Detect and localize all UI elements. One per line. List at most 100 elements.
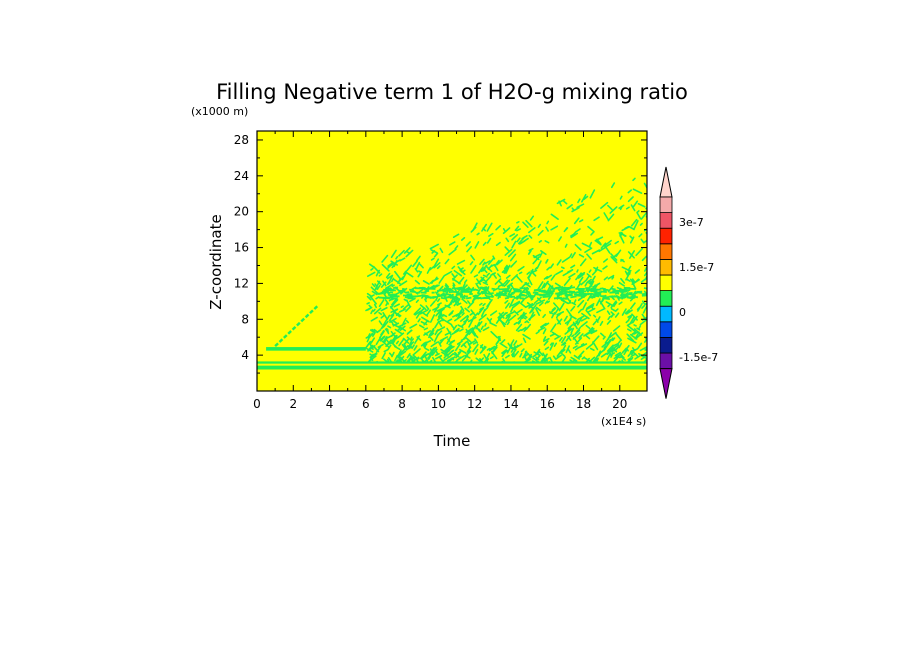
anomaly-streak — [570, 232, 579, 239]
anomaly-streak — [506, 310, 516, 317]
anomaly-streak — [556, 259, 562, 266]
anomaly-band-streak — [402, 287, 407, 291]
anomaly-streak — [537, 223, 542, 228]
anomaly-streak — [404, 270, 414, 278]
anomaly-streak — [508, 298, 515, 308]
y-tick-label: 24 — [234, 169, 249, 183]
anomaly-streak — [599, 320, 604, 326]
anomaly-streak — [585, 324, 591, 330]
anomaly-streak — [641, 304, 646, 309]
anomaly-streak — [511, 233, 519, 241]
anomaly-streak — [527, 250, 532, 255]
anomaly-streak — [525, 219, 533, 228]
anomaly-streak — [610, 313, 614, 318]
anomaly-band-streak — [646, 297, 647, 300]
anomaly-streak — [382, 312, 389, 321]
anomaly-streak — [546, 266, 551, 271]
anomaly-streak — [482, 281, 489, 286]
anomaly-streak — [467, 349, 471, 354]
anomaly-streak — [619, 195, 623, 200]
anomaly-band-streak — [482, 287, 488, 290]
anomaly-streak — [373, 303, 378, 309]
anomaly-streak — [536, 297, 543, 303]
anomaly-streak — [571, 206, 580, 213]
anomaly-streak — [581, 193, 587, 203]
anomaly-streak — [513, 344, 519, 350]
anomaly-streak — [596, 308, 605, 314]
anomaly-streak — [482, 302, 486, 307]
anomaly-streak — [370, 296, 377, 305]
anomaly-streak — [515, 323, 523, 332]
anomaly-streak — [537, 326, 546, 332]
anomaly-streak — [581, 312, 590, 320]
anomaly-streak — [588, 282, 593, 286]
anomaly-streak — [580, 321, 588, 328]
anomaly-streak — [595, 298, 601, 307]
anomaly-streak — [367, 271, 376, 278]
anomaly-streak — [477, 287, 482, 294]
anomaly-streak — [419, 324, 425, 329]
anomaly-streak — [400, 305, 404, 309]
anomaly-streak — [386, 281, 391, 285]
anomaly-streak — [454, 343, 461, 352]
anomaly-streak — [589, 189, 596, 199]
anomaly-streak — [409, 341, 415, 346]
anomaly-streak — [475, 357, 482, 363]
anomaly-band-streak — [404, 296, 411, 299]
anomaly-streak — [366, 338, 370, 343]
anomaly-streak — [470, 254, 476, 261]
colorbar-label: 0 — [679, 306, 686, 319]
anomaly-streak — [368, 304, 372, 308]
anomaly-band-streak — [544, 289, 548, 293]
anomaly-streak — [588, 241, 593, 248]
anomaly-streak — [480, 276, 488, 283]
anomaly-streak — [535, 306, 542, 312]
anomaly-streak — [472, 222, 478, 232]
anomaly-streak — [584, 281, 588, 287]
anomaly-band-streak — [443, 287, 452, 291]
anomaly-streak — [433, 333, 440, 343]
anomaly-streak — [607, 204, 613, 211]
anomaly-streak — [566, 204, 573, 210]
anomaly-streak — [427, 351, 434, 359]
anomaly-streak — [610, 300, 617, 309]
anomaly-streak — [565, 345, 570, 354]
anomaly-band-streak — [602, 288, 609, 291]
anomaly-streak — [482, 267, 486, 272]
anomaly-streak — [602, 336, 606, 340]
anomaly-streak — [502, 227, 511, 235]
x-tick-label: 20 — [612, 397, 627, 411]
anomaly-streak — [448, 339, 456, 346]
anomaly-streak — [577, 308, 583, 314]
anomaly-streak — [545, 226, 549, 232]
anomaly-streak — [574, 329, 581, 335]
anomaly-streak — [562, 342, 567, 346]
anomaly-streak — [543, 357, 550, 362]
anomaly-streak — [394, 354, 399, 362]
anomaly-streak — [415, 261, 421, 270]
anomaly-streak — [570, 327, 575, 334]
y-tick-label: 20 — [234, 205, 249, 219]
anomaly-streak — [612, 325, 621, 332]
anomaly-streak — [517, 236, 526, 245]
anomaly-streak — [405, 319, 410, 324]
anomaly-streak — [625, 310, 631, 315]
anomaly-streak — [430, 257, 435, 261]
anomaly-streak — [600, 352, 608, 358]
anomaly-streak — [502, 228, 506, 233]
anomaly-streak — [428, 348, 435, 356]
anomaly-streak — [451, 265, 456, 270]
anomaly-streak — [388, 319, 394, 324]
anomaly-streak — [628, 315, 633, 320]
anomaly-streak — [638, 233, 643, 238]
anomaly-band-streak — [612, 289, 617, 293]
anomaly-streak — [516, 308, 523, 314]
anomaly-streak — [435, 350, 439, 356]
anomaly-streak — [444, 258, 450, 265]
anomaly-streak — [498, 316, 501, 320]
anomaly-streak — [473, 274, 479, 278]
anomaly-streak — [498, 312, 505, 319]
upper-thin-band — [266, 347, 366, 351]
anomaly-streak — [366, 302, 370, 305]
anomaly-band-streak — [577, 288, 585, 292]
